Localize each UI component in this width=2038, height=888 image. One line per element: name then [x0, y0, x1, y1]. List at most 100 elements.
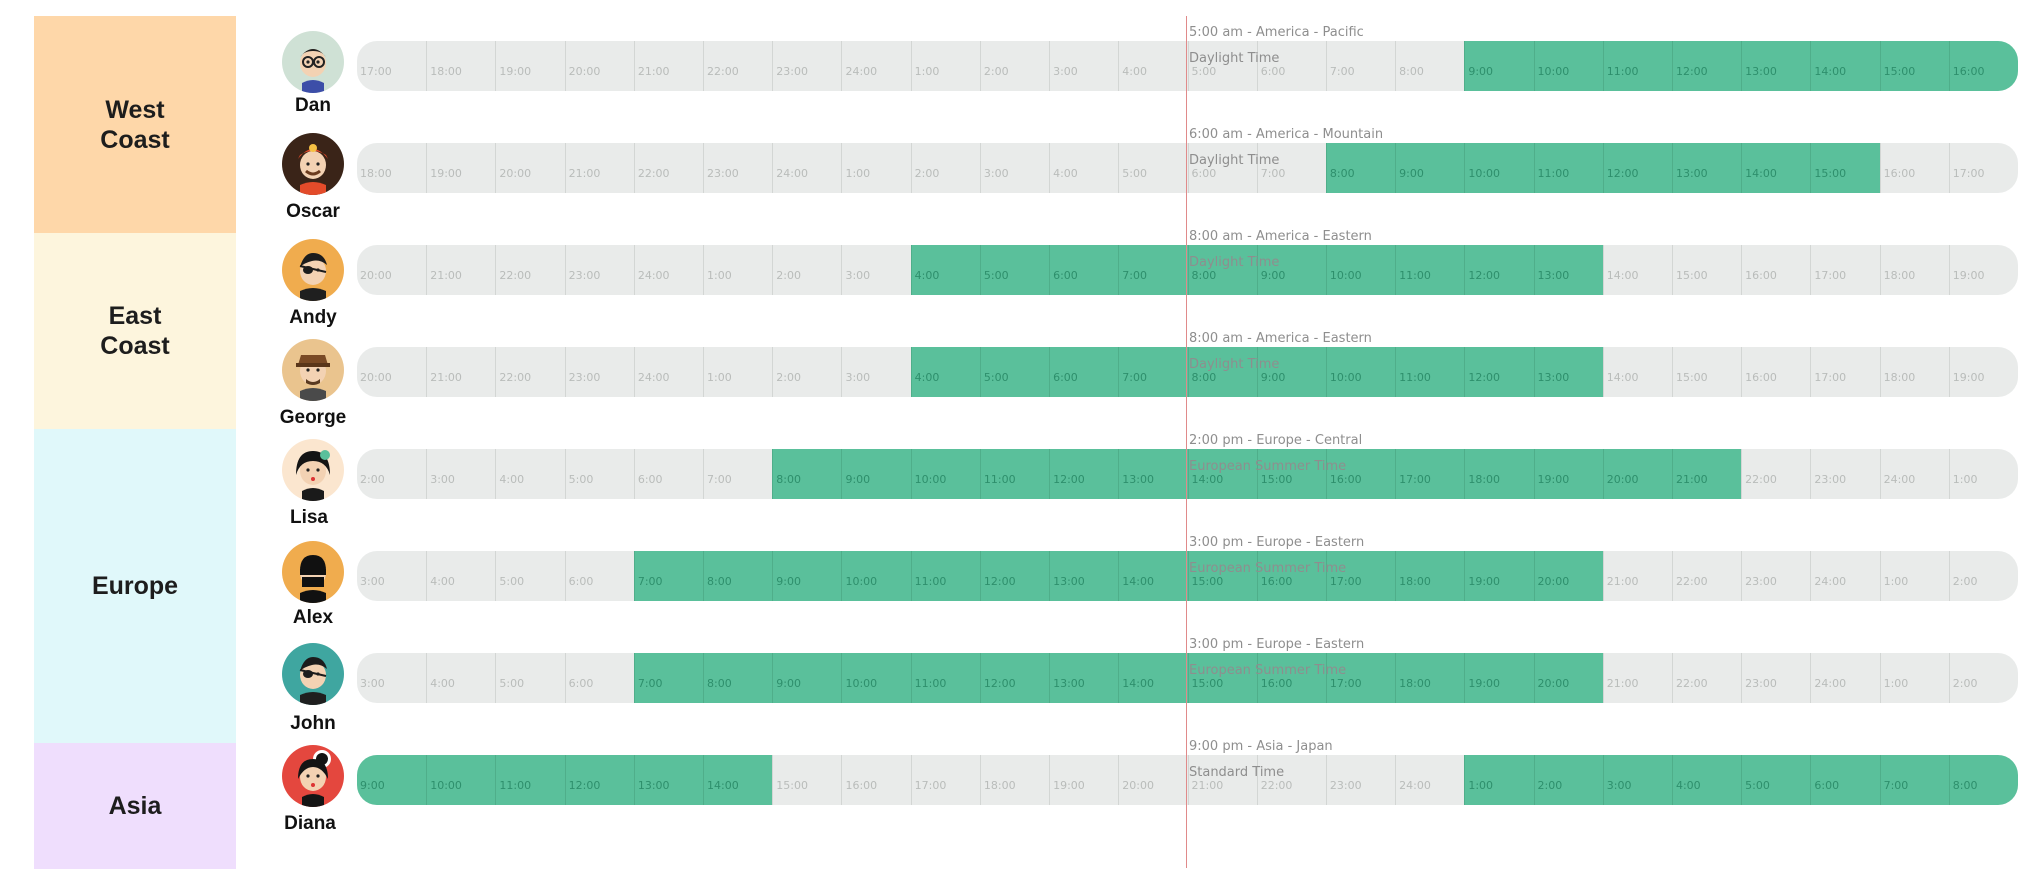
hour-cell[interactable]: 17:00: [1325, 551, 1395, 601]
hour-cell[interactable]: 23:00: [1741, 551, 1810, 601]
hour-cell[interactable]: 3:00: [1049, 41, 1118, 91]
hour-cell[interactable]: 17:00: [1810, 347, 1879, 397]
hour-cell[interactable]: 22:00: [633, 143, 703, 193]
hour-cell[interactable]: 19:00: [426, 143, 495, 193]
hour-cell[interactable]: 11:00: [1602, 41, 1672, 91]
hour-cell[interactable]: 21:00: [1187, 755, 1257, 805]
hour-cell[interactable]: 13:00: [1049, 551, 1118, 601]
hour-cell[interactable]: 4:00: [910, 245, 980, 295]
hour-cell[interactable]: 5:00: [1187, 41, 1257, 91]
hour-cell[interactable]: 20:00: [1118, 755, 1187, 805]
hour-cell[interactable]: 9:00: [360, 779, 385, 792]
hour-cell[interactable]: 1:00: [910, 41, 980, 91]
hour-cell[interactable]: 11:00: [979, 449, 1049, 499]
hour-cell[interactable]: 7:00: [1256, 143, 1326, 193]
hour-cell[interactable]: 19:00: [1948, 347, 2018, 397]
hour-cell[interactable]: 16:00: [1325, 449, 1395, 499]
hour-cell[interactable]: 10:00: [1325, 245, 1395, 295]
hour-cell[interactable]: 23:00: [1741, 653, 1810, 703]
hour-cell[interactable]: 18:00: [1879, 245, 1949, 295]
hour-cell[interactable]: 23:00: [1810, 449, 1879, 499]
avatar-diana-bun-icon[interactable]: [282, 745, 344, 807]
hour-cell[interactable]: 5:00: [495, 551, 564, 601]
hour-cell[interactable]: 4:00: [1049, 143, 1118, 193]
hour-cell[interactable]: 10:00: [841, 653, 910, 703]
hour-cell[interactable]: 7:00: [1118, 347, 1187, 397]
avatar-oscar-firefighter-icon[interactable]: [282, 133, 344, 195]
hour-cell[interactable]: 6:00: [1256, 41, 1326, 91]
hour-cell[interactable]: 20:00: [1533, 551, 1603, 601]
hour-cell[interactable]: 24:00: [1810, 653, 1879, 703]
hour-cell[interactable]: 1:00: [841, 143, 910, 193]
hour-cell[interactable]: 20:00: [1533, 653, 1603, 703]
hour-cell[interactable]: 5:00: [1741, 755, 1810, 805]
hour-cell[interactable]: 3:00: [360, 575, 385, 588]
hour-cell[interactable]: 6:00: [1049, 347, 1118, 397]
hour-cell[interactable]: 12:00: [1464, 245, 1533, 295]
hour-cell[interactable]: 13:00: [633, 755, 703, 805]
hour-cell[interactable]: 9:00: [772, 653, 841, 703]
hour-cell[interactable]: 11:00: [1395, 245, 1464, 295]
hour-cell[interactable]: 14:00: [1741, 143, 1810, 193]
hour-cell[interactable]: 23:00: [772, 41, 841, 91]
hour-cell[interactable]: 8:00: [1395, 41, 1464, 91]
hour-cell[interactable]: 22:00: [1256, 755, 1326, 805]
hour-cell[interactable]: 6:00: [564, 653, 634, 703]
hour-cell[interactable]: 15:00: [1187, 551, 1257, 601]
hour-cell[interactable]: 5:00: [1118, 143, 1187, 193]
hour-cell[interactable]: 7:00: [633, 653, 703, 703]
hour-cell[interactable]: 15:00: [772, 755, 841, 805]
hour-cell[interactable]: 14:00: [1602, 347, 1672, 397]
hour-cell[interactable]: 20:00: [360, 371, 392, 384]
hour-cell[interactable]: 21:00: [1602, 551, 1672, 601]
hour-cell[interactable]: 2:00: [910, 143, 980, 193]
hour-cell[interactable]: 13:00: [1533, 347, 1603, 397]
hour-cell[interactable]: 4:00: [426, 551, 495, 601]
hour-cell[interactable]: 13:00: [1671, 143, 1741, 193]
hour-cell[interactable]: 5:00: [979, 245, 1049, 295]
hour-cell[interactable]: 11:00: [495, 755, 564, 805]
hour-cell[interactable]: 20:00: [495, 143, 564, 193]
hour-cell[interactable]: 14:00: [1118, 653, 1187, 703]
hour-cell[interactable]: 21:00: [426, 245, 495, 295]
hour-cell[interactable]: 12:00: [1602, 143, 1672, 193]
hour-cell[interactable]: 22:00: [495, 347, 564, 397]
hour-cell[interactable]: 16:00: [1256, 551, 1326, 601]
avatar-andy-eyepatch-icon[interactable]: [282, 239, 344, 301]
hour-cell[interactable]: 2:00: [979, 41, 1049, 91]
hour-cell[interactable]: 10:00: [910, 449, 980, 499]
hour-cell[interactable]: 17:00: [1948, 143, 2018, 193]
hour-cell[interactable]: 17:00: [1325, 653, 1395, 703]
hour-cell[interactable]: 18:00: [426, 41, 495, 91]
hour-cell[interactable]: 17:00: [1395, 449, 1464, 499]
hour-cell[interactable]: 23:00: [703, 143, 772, 193]
hour-cell[interactable]: 10:00: [841, 551, 910, 601]
hour-cell[interactable]: 1:00: [1879, 653, 1949, 703]
avatar-alex-ninja-icon[interactable]: [282, 541, 344, 603]
hour-cell[interactable]: 8:00: [772, 449, 841, 499]
hour-cell[interactable]: 18:00: [1464, 449, 1533, 499]
hour-cell[interactable]: 3:00: [360, 677, 385, 690]
hour-cell[interactable]: 10:00: [1533, 41, 1603, 91]
hour-cell[interactable]: 12:00: [1049, 449, 1118, 499]
hour-cell[interactable]: 16:00: [1256, 653, 1326, 703]
avatar-john-eyepatch-icon[interactable]: [282, 643, 344, 705]
hour-cell[interactable]: 13:00: [1049, 653, 1118, 703]
hour-cell[interactable]: 8:00: [1187, 347, 1257, 397]
hour-cell[interactable]: 14:00: [1118, 551, 1187, 601]
hour-cell[interactable]: 23:00: [564, 347, 634, 397]
hour-cell[interactable]: 19:00: [1464, 551, 1533, 601]
hour-cell[interactable]: 6:00: [1049, 245, 1118, 295]
hour-cell[interactable]: 12:00: [564, 755, 634, 805]
hour-cell[interactable]: 15:00: [1256, 449, 1326, 499]
hour-cell[interactable]: 16:00: [1741, 347, 1810, 397]
hour-cell[interactable]: 20:00: [1602, 449, 1672, 499]
hour-cell[interactable]: 7:00: [1118, 245, 1187, 295]
hour-cell[interactable]: 6:00: [1187, 143, 1257, 193]
hour-cell[interactable]: 21:00: [1602, 653, 1672, 703]
hour-cell[interactable]: 15:00: [1879, 41, 1949, 91]
hour-cell[interactable]: 18:00: [979, 755, 1049, 805]
hour-cell[interactable]: 9:00: [1464, 41, 1533, 91]
hour-cell[interactable]: 22:00: [1671, 653, 1741, 703]
hour-cell[interactable]: 4:00: [910, 347, 980, 397]
